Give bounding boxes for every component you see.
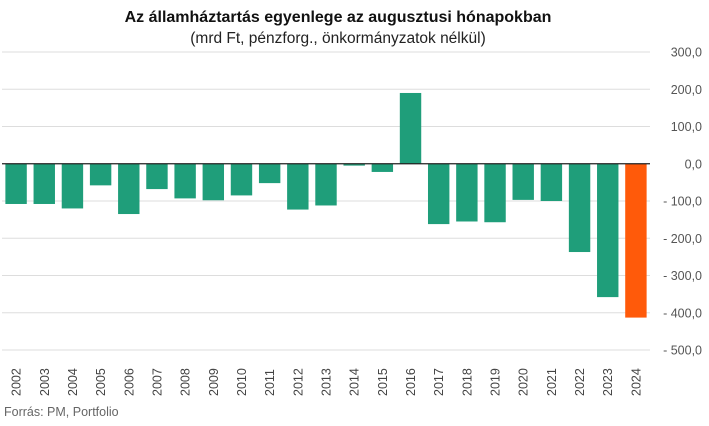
bar-2024 (625, 163, 647, 318)
y-tick-label: 100,0 (671, 120, 702, 134)
x-axis-ticks: 2002 2003 2004 2005 2006 2007 2008 2009 2010 2011… (10, 368, 644, 396)
y-tick-label: - 400,0 (663, 306, 702, 320)
x-tick-label: 2019 (489, 368, 503, 396)
bar-2010 (230, 163, 253, 196)
bar-2015 (371, 163, 394, 172)
x-tick-label: 2008 (179, 368, 193, 396)
bar-2002 (5, 163, 27, 204)
bar-2006 (118, 163, 140, 215)
source-note: Forrás: PM, Portfolio (4, 405, 119, 419)
x-tick-label: 2022 (573, 368, 587, 396)
x-tick-label: 2011 (263, 369, 277, 396)
bar-2017 (427, 163, 450, 225)
y-tick-label: - 300,0 (663, 269, 702, 283)
bar-2019 (484, 163, 506, 223)
y-tick-label: 0,0 (685, 157, 702, 171)
bar-2023 (597, 163, 619, 298)
x-tick-label: 2003 (38, 368, 52, 396)
gridlines (2, 51, 650, 351)
y-tick-label: 300,0 (671, 46, 702, 60)
chart-subtitle: (mrd Ft, pénzforg., önkormányzatok nélkü… (190, 30, 485, 47)
bar-2020 (512, 163, 534, 200)
x-tick-label: 2002 (10, 368, 24, 396)
bar-2016 (399, 92, 422, 164)
x-tick-label: 2013 (320, 368, 334, 396)
bar-2012 (287, 163, 309, 210)
bar-2022 (568, 163, 591, 253)
bar-2005 (89, 163, 112, 186)
x-tick-label: 2021 (545, 368, 559, 396)
x-tick-label: 2005 (94, 368, 108, 396)
x-tick-label: 2020 (517, 368, 531, 396)
x-tick-label: 2018 (460, 368, 474, 396)
x-tick-label: 2016 (404, 368, 418, 396)
y-tick-label: - 100,0 (663, 195, 702, 209)
x-tick-label: 2015 (376, 368, 390, 396)
x-tick-label: 2007 (150, 368, 164, 396)
y-tick-label: - 200,0 (663, 232, 702, 246)
x-tick-label: 2004 (66, 368, 80, 396)
y-axis-ticks: 300,0 200,0 100,0 0,0 - 100,0 - 200,0 - 300,0 -… (663, 46, 702, 358)
bar-2011 (258, 163, 281, 184)
bar-2008 (174, 163, 196, 199)
x-tick-label: 2009 (207, 368, 221, 396)
bar-2018 (456, 163, 478, 222)
y-tick-label: - 500,0 (663, 344, 702, 358)
x-tick-label: 2010 (235, 368, 249, 396)
x-tick-label: 2023 (601, 368, 615, 396)
bar-2004 (61, 163, 84, 209)
chart-title: Az államháztartás egyenlege az augusztus… (125, 9, 552, 26)
bar-2003 (33, 163, 55, 204)
x-tick-label: 2012 (291, 368, 305, 396)
bar-2021 (540, 163, 563, 201)
x-tick-label: 2024 (629, 368, 643, 396)
bar-2013 (315, 163, 337, 206)
bar-2009 (202, 163, 225, 201)
x-tick-label: 2006 (122, 368, 136, 396)
x-tick-label: 2014 (348, 368, 362, 396)
x-tick-label: 2017 (432, 368, 446, 396)
bar-2014 (343, 163, 365, 166)
bars (5, 92, 647, 318)
y-tick-label: 200,0 (671, 83, 702, 97)
bar-2007 (146, 163, 168, 190)
